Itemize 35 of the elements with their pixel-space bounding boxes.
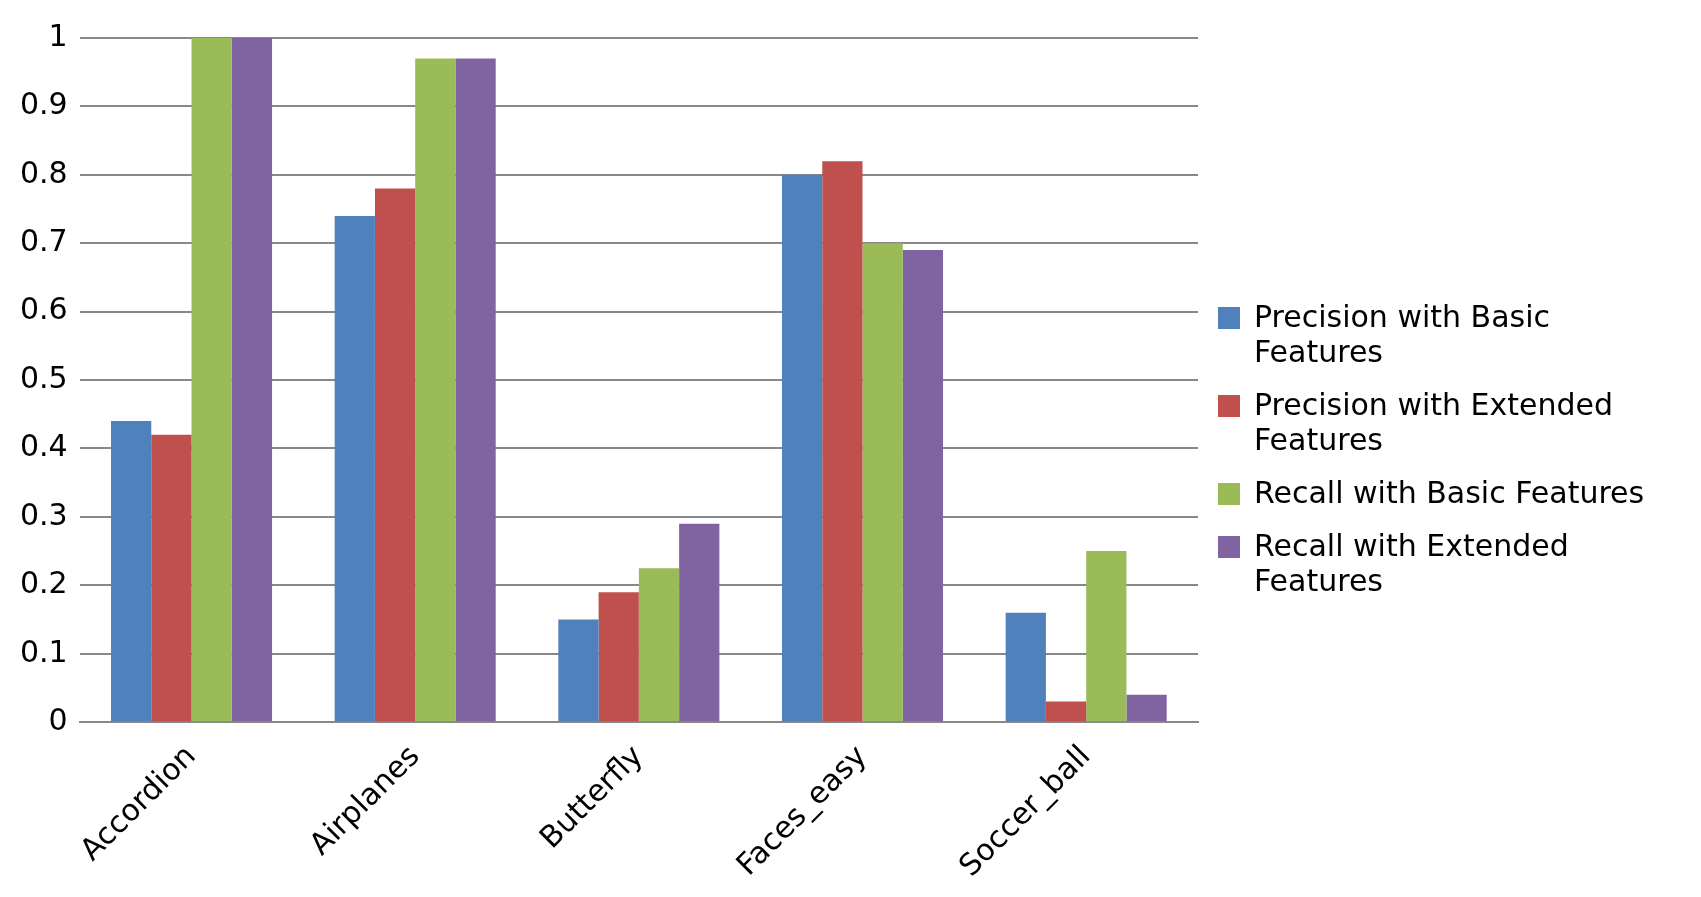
bar	[455, 58, 496, 722]
y-tick-label: 0.6	[19, 291, 68, 327]
bar	[374, 188, 416, 722]
bar	[111, 421, 152, 722]
y-tick-label: 0.4	[19, 428, 68, 464]
y-tick-label: 0.7	[19, 223, 68, 259]
y-tick-label: 1	[48, 17, 68, 53]
y-tick-label: 0	[48, 701, 68, 737]
bar	[822, 161, 863, 722]
bar	[862, 243, 903, 722]
bar	[679, 523, 720, 722]
bar	[1005, 612, 1046, 722]
bar	[782, 174, 823, 722]
bar	[598, 592, 639, 722]
bar	[231, 38, 273, 722]
y-tick-label: 0.9	[19, 86, 68, 122]
bar	[558, 619, 599, 722]
bar	[638, 568, 680, 722]
legend-label: Precision with Extended Features	[1254, 386, 1615, 457]
y-tick-label: 0.8	[19, 154, 68, 190]
bar	[902, 250, 944, 722]
bar	[334, 215, 375, 722]
y-tick-label: 0.5	[19, 359, 68, 395]
bar	[1126, 694, 1167, 722]
legend-label: Recall with Extended Features	[1254, 527, 1570, 598]
legend-label: Recall with Basic Features	[1254, 474, 1645, 510]
bar	[191, 38, 232, 722]
bar	[1086, 551, 1127, 722]
bar	[415, 58, 456, 722]
bar	[1045, 701, 1087, 722]
y-tick-label: 0.1	[19, 633, 68, 669]
y-tick-label: 0.2	[19, 565, 68, 601]
y-tick-label: 0.3	[19, 496, 68, 532]
bar	[151, 434, 192, 722]
legend-label: Precision with Basic Features	[1254, 298, 1551, 369]
